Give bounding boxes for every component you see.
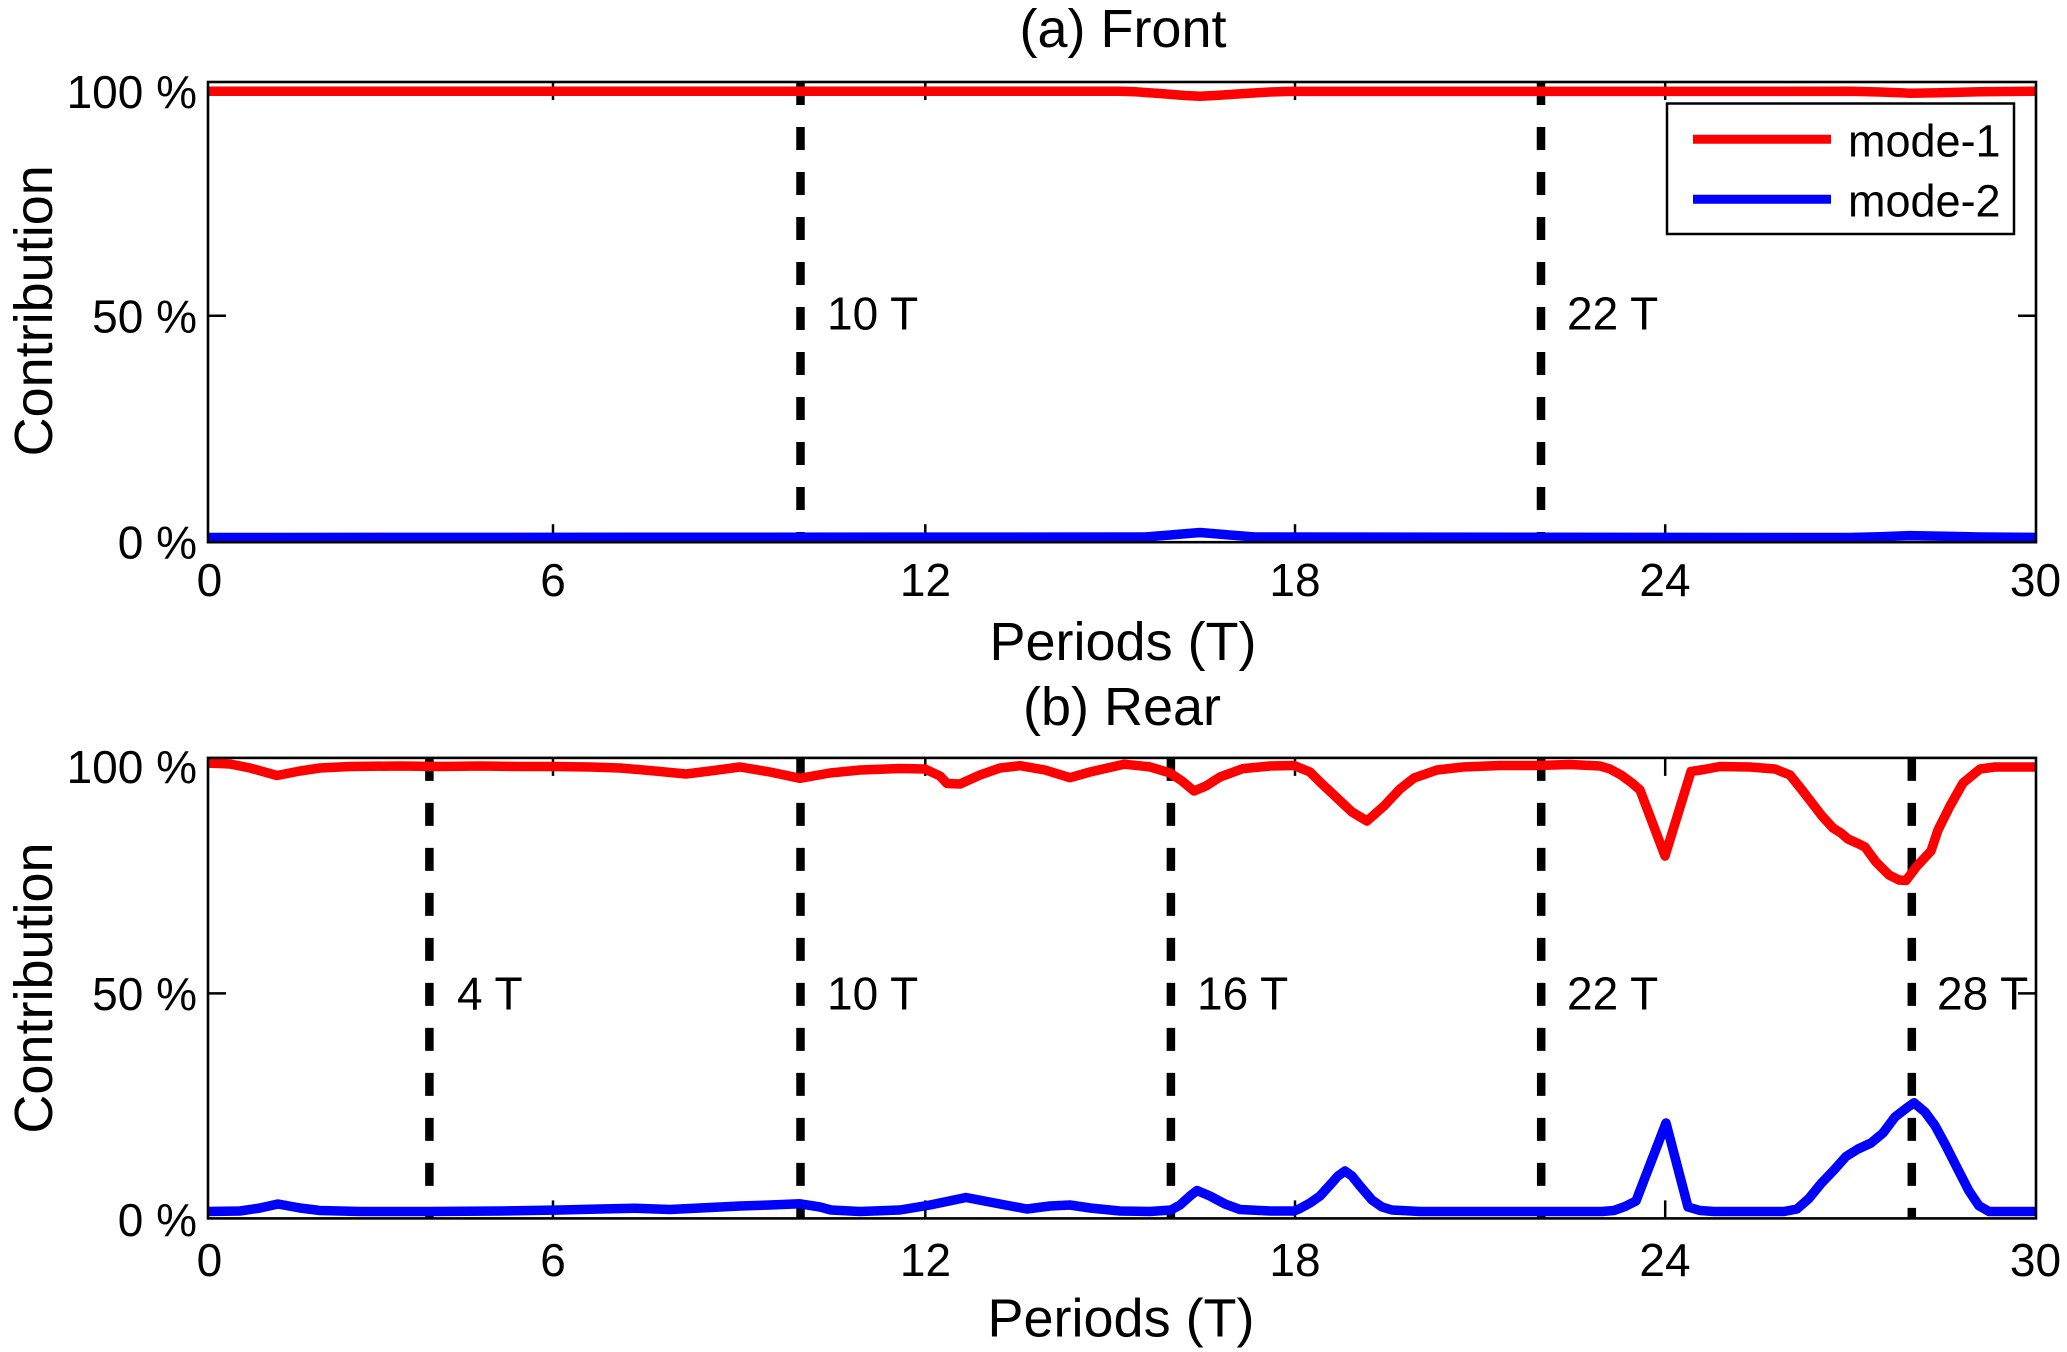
svg-text:12: 12 [900,1234,951,1286]
svg-text:30: 30 [2010,1234,2061,1286]
svg-text:0: 0 [197,554,223,606]
svg-text:mode-1: mode-1 [1848,116,2001,167]
svg-text:24: 24 [1639,1234,1690,1286]
svg-text:100 %: 100 % [67,741,197,793]
svg-text:10 T: 10 T [827,968,918,1020]
svg-text:22 T: 22 T [1567,968,1658,1020]
svg-text:Contribution: Contribution [4,842,64,1133]
svg-text:10 T: 10 T [827,288,918,340]
svg-text:(a) Front: (a) Front [1019,0,1226,59]
svg-text:24: 24 [1639,554,1690,606]
svg-text:6: 6 [540,1234,566,1286]
svg-text:Periods (T): Periods (T) [987,1289,1254,1349]
svg-text:0 %: 0 % [118,516,197,568]
svg-text:18: 18 [1269,554,1320,606]
svg-text:22 T: 22 T [1567,288,1658,340]
svg-text:30: 30 [2010,554,2061,606]
svg-text:mode-2: mode-2 [1848,176,2001,227]
svg-text:12: 12 [900,554,951,606]
svg-text:100 %: 100 % [67,66,197,118]
svg-text:28 T: 28 T [1937,968,2028,1020]
svg-text:Periods (T): Periods (T) [989,612,1256,672]
svg-text:4 T: 4 T [457,968,523,1020]
svg-text:(b) Rear: (b) Rear [1023,677,1221,737]
svg-text:18: 18 [1269,1234,1320,1286]
svg-text:6: 6 [540,554,566,606]
svg-text:50 %: 50 % [92,291,197,343]
svg-text:0: 0 [197,1234,223,1286]
svg-text:16 T: 16 T [1197,968,1288,1020]
svg-text:0 %: 0 % [118,1194,197,1246]
svg-text:50 %: 50 % [92,968,197,1020]
svg-text:Contribution: Contribution [4,165,64,456]
